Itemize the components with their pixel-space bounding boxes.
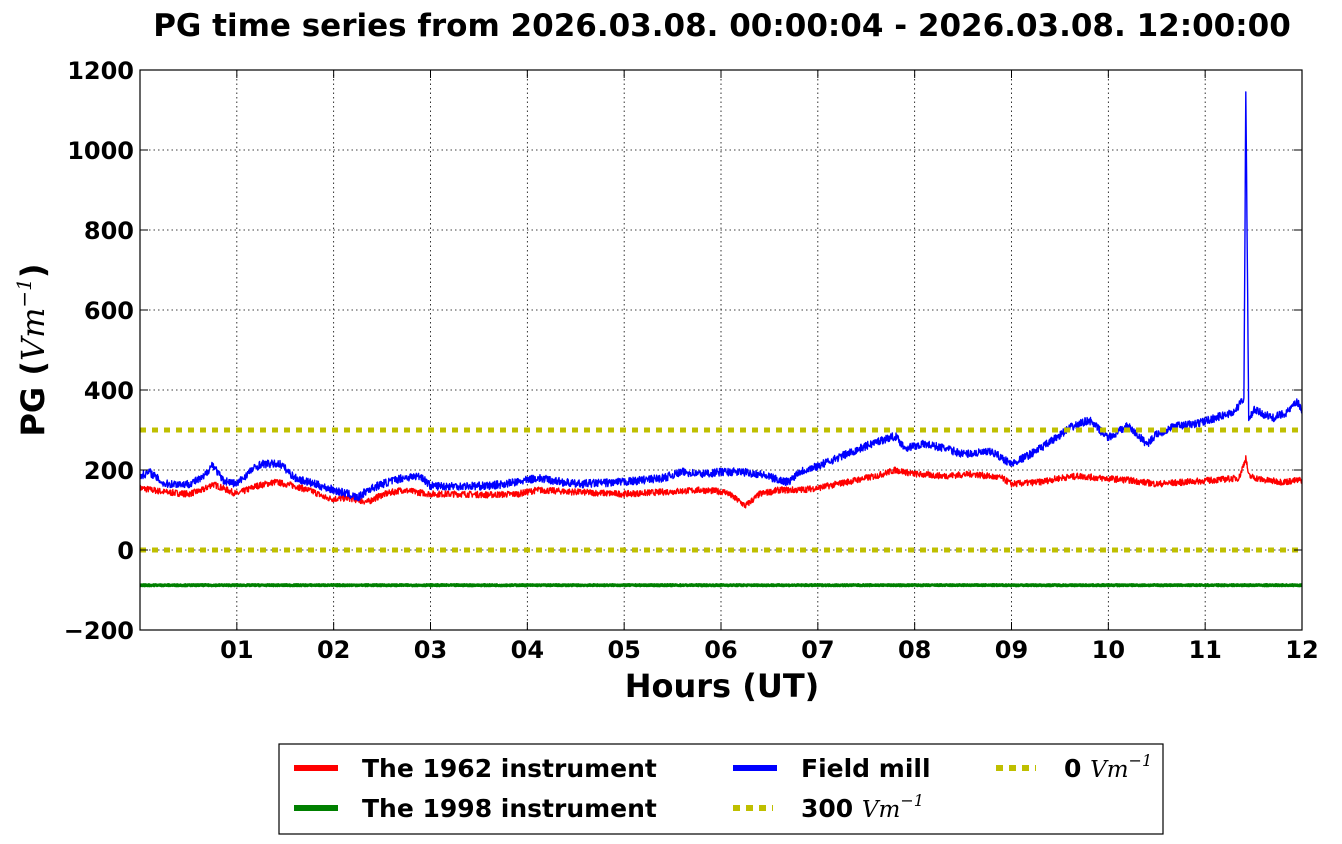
legend: The 1962 instrument The 1998 instrument Fi… — [278, 743, 1164, 835]
x-tick-label: 03 — [414, 636, 447, 664]
x-tick-label: 12 — [1285, 636, 1318, 664]
legend-label: 0 Vm−1 — [1064, 751, 1152, 783]
legend-label: The 1962 instrument — [362, 754, 657, 783]
legend-item: Field mill — [733, 754, 931, 783]
legend-box — [278, 743, 1164, 835]
y-axis-label-exponent: −1 — [12, 278, 36, 307]
series-line-1 — [140, 583, 1302, 588]
legend-item: 300 Vm−1 — [733, 791, 924, 823]
legend-label-exponent: −1 — [1129, 751, 1153, 770]
x-axis-label: Hours (UT) — [625, 667, 820, 705]
legend-items: The 1962 instrument The 1998 instrument Fi… — [294, 751, 1152, 823]
legend-label-unit: Vm — [1090, 757, 1128, 783]
x-tick-label: 01 — [220, 636, 253, 664]
legend-item: The 1962 instrument — [294, 754, 657, 783]
x-tick-label: 11 — [1188, 636, 1221, 664]
legend-label-unit: Vm — [862, 797, 900, 823]
y-tick-label: 1200 — [67, 57, 134, 85]
y-axis-label-suffix: ) — [14, 263, 52, 278]
legend-label: The 1998 instrument — [362, 794, 657, 823]
y-tick-label: 200 — [84, 457, 134, 485]
x-tick-label: 04 — [511, 636, 544, 664]
x-tick-label: 07 — [801, 636, 834, 664]
legend-label: Field mill — [801, 754, 931, 783]
y-tick-label: −200 — [64, 617, 134, 645]
y-tick-label: 1000 — [67, 137, 134, 165]
legend-label-text: The 1962 instrument — [362, 754, 657, 783]
legend-item: 0 Vm−1 — [996, 751, 1152, 783]
y-axis-label-unit: Vm — [14, 308, 52, 361]
legend-label-text: 0 — [1064, 754, 1090, 783]
legend-label: 300 Vm−1 — [801, 791, 924, 823]
series-line-0 — [140, 455, 1302, 509]
series-line-2 — [140, 91, 1302, 502]
y-tick-label: 0 — [117, 537, 134, 565]
chart-title: PG time series from 2026.03.08. 00:00:04… — [153, 8, 1291, 44]
legend-label-text: The 1998 instrument — [362, 794, 657, 823]
series-lines — [140, 91, 1302, 588]
legend-label-exponent: −1 — [900, 791, 924, 810]
x-tick-label: 05 — [607, 636, 640, 664]
legend-item: The 1998 instrument — [294, 794, 657, 823]
y-tick-label: 600 — [84, 297, 134, 325]
y-axis-label-prefix: PG ( — [14, 361, 52, 436]
legend-label-text: Field mill — [801, 754, 931, 783]
x-tick-label: 06 — [704, 636, 737, 664]
axis-ticks: 01 02 03 04 05 06 07 08 09 10 11 12 −200 0 200 400 600 80… — [64, 57, 1319, 664]
y-tick-label: 800 — [84, 217, 134, 245]
x-tick-label: 09 — [995, 636, 1028, 664]
y-tick-label: 400 — [84, 377, 134, 405]
x-tick-label: 02 — [317, 636, 350, 664]
x-tick-label: 08 — [898, 636, 931, 664]
y-axis-label: PG (Vm−1) — [12, 263, 52, 436]
legend-label-text: 300 — [801, 794, 862, 823]
x-tick-label: 10 — [1092, 636, 1125, 664]
